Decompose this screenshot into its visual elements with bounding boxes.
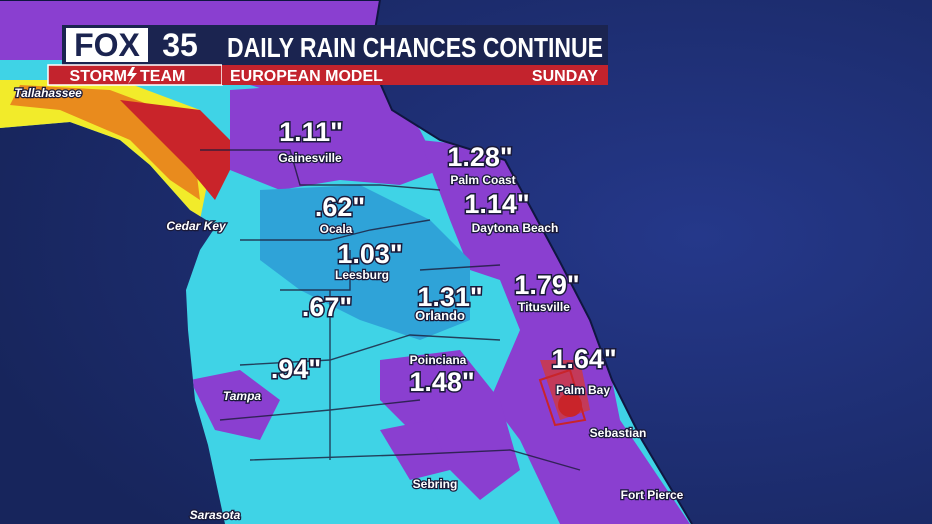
- rain-totals: 1.11" 1.28" .62" 1.14" 1.03" 1.79" .67" …: [269, 116, 618, 399]
- city-label: Gainesville: [278, 151, 342, 165]
- header: FOX 35 STORM TEAM DAILY RAIN CHANCES CON…: [47, 25, 608, 86]
- city-label: Palm Coast: [450, 173, 515, 187]
- rain-total: 1.03": [337, 239, 402, 269]
- city-label: Ocala: [320, 222, 353, 236]
- logo-channel: 35: [162, 27, 198, 63]
- lightning-icon: [127, 67, 137, 84]
- city-label: Poinciana: [410, 353, 467, 367]
- rain-total: 1.64": [551, 344, 616, 374]
- rain-total: 1.14": [464, 189, 529, 219]
- city-label: Daytona Beach: [472, 221, 559, 235]
- city-label: Sarasota: [190, 508, 241, 522]
- day: SUNDAY: [532, 68, 598, 85]
- city-label: Cedar Key: [166, 219, 227, 233]
- city-label: Tampa: [223, 389, 262, 403]
- title: DAILY RAIN CHANCES CONTINUE: [227, 32, 603, 63]
- rain-total: .62": [315, 192, 365, 222]
- city-label: Leesburg: [335, 268, 389, 282]
- city-labels: Tallahassee Gainesville Palm Coast Cedar…: [13, 85, 685, 524]
- city-label: Fort Pierce: [621, 488, 684, 502]
- team-right: TEAM: [140, 68, 185, 85]
- rain-total: 1.31": [417, 282, 482, 312]
- rain-total: 1.28": [447, 142, 512, 172]
- logo-fox-box: [66, 28, 148, 62]
- rain-total: 1.11": [279, 117, 343, 147]
- city-label: Orlando: [415, 308, 465, 323]
- rain-total: .94": [271, 354, 321, 384]
- city-label: Sebring: [413, 477, 458, 491]
- rain-total: 1.48": [409, 367, 474, 397]
- city-label: Sebastian: [590, 426, 647, 440]
- city-label: Tallahassee: [14, 86, 82, 100]
- rain-total: .67": [302, 292, 352, 322]
- team-left: STORM: [70, 68, 127, 85]
- subtitle-bar: [222, 65, 608, 85]
- city-label: Palm Bay: [556, 383, 610, 397]
- logo-network: FOX: [74, 27, 140, 63]
- title-bar: [222, 25, 608, 65]
- rain-total: 1.79": [514, 270, 579, 300]
- city-label: Titusville: [518, 300, 570, 314]
- subtitle: EUROPEAN MODEL: [230, 68, 383, 85]
